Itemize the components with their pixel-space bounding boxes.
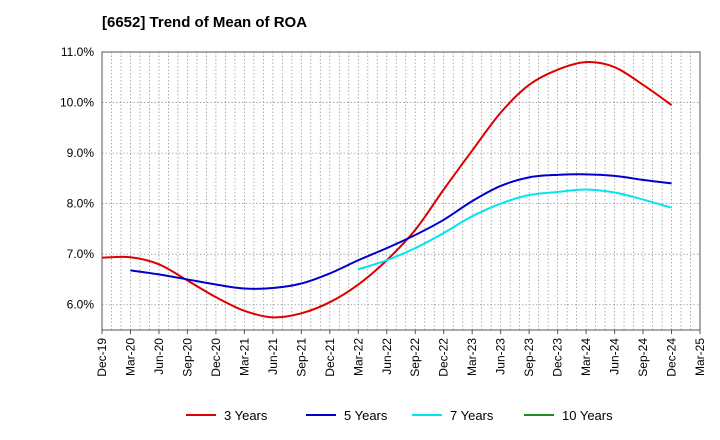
- x-tick-label: Mar-25: [693, 338, 707, 376]
- legend-label: 5 Years: [344, 408, 388, 423]
- legend-label: 3 Years: [224, 408, 268, 423]
- y-tick-labels: 6.0% 7.0% 8.0% 9.0% 10.0% 11.0%: [60, 45, 94, 312]
- series-lines: [101, 61, 673, 319]
- x-tick-label: Mar-21: [237, 338, 251, 376]
- x-tick-label: Dec-24: [665, 338, 679, 377]
- x-tick-label: Dec-22: [437, 338, 451, 377]
- x-tick-label: Sep-22: [408, 338, 422, 377]
- x-tick-label: Dec-21: [323, 338, 337, 377]
- x-tick-label: Mar-22: [351, 338, 365, 376]
- x-tick-label: Jun-22: [380, 338, 394, 375]
- x-tick-label: Mar-20: [123, 338, 137, 376]
- x-tick-label: Sep-21: [294, 338, 308, 377]
- series-line-7-years: [357, 188, 672, 271]
- x-tick-label: Sep-23: [522, 338, 536, 377]
- legend-label: 10 Years: [562, 408, 613, 423]
- y-tick-label: 8.0%: [67, 197, 95, 211]
- plot-frame: [101, 51, 701, 331]
- x-tick-label: Jun-20: [152, 338, 166, 375]
- x-tick-label: Jun-21: [266, 338, 280, 375]
- y-tick-label: 7.0%: [67, 247, 95, 261]
- chart-title: [6652] Trend of Mean of ROA: [102, 14, 308, 31]
- y-tick-label: 9.0%: [67, 146, 95, 160]
- x-tick-label: Jun-24: [608, 338, 622, 375]
- x-tick-label: Dec-20: [209, 338, 223, 377]
- legend: 3 Years 5 Years 7 Years 10 Years: [186, 408, 613, 423]
- y-tick-label: 6.0%: [67, 298, 95, 312]
- x-tick-label: Dec-19: [95, 338, 109, 377]
- x-tick-label: Sep-20: [180, 338, 194, 377]
- x-tick-label: Mar-24: [579, 338, 593, 376]
- y-tick-label: 10.0%: [60, 96, 94, 110]
- axes: [101, 51, 701, 334]
- y-tick-label: 11.0%: [61, 45, 94, 59]
- x-tick-label: Jun-23: [494, 338, 508, 375]
- x-tick-label: Dec-23: [551, 338, 565, 377]
- x-tick-label: Sep-24: [636, 338, 650, 377]
- legend-label: 7 Years: [450, 408, 494, 423]
- x-tick-labels: Dec-19 Mar-20 Jun-20 Sep-20 Dec-20 Mar-21 Jun-…: [95, 338, 707, 377]
- series-line-5-years: [130, 173, 672, 290]
- x-tick-label: Mar-23: [465, 338, 479, 376]
